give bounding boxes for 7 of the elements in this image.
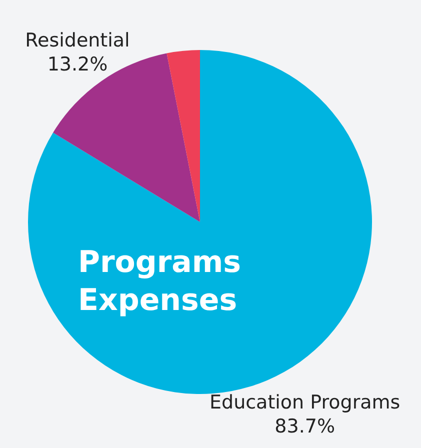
data-label: 13.2% [47,54,108,76]
pie-slice [166,50,200,222]
text: Programs Expenses [78,245,242,318]
slice-label: Residential [25,30,130,52]
data-label: 83.7% [274,416,336,438]
pie-slice [28,50,372,394]
slice-label: Education Programs [210,392,400,414]
